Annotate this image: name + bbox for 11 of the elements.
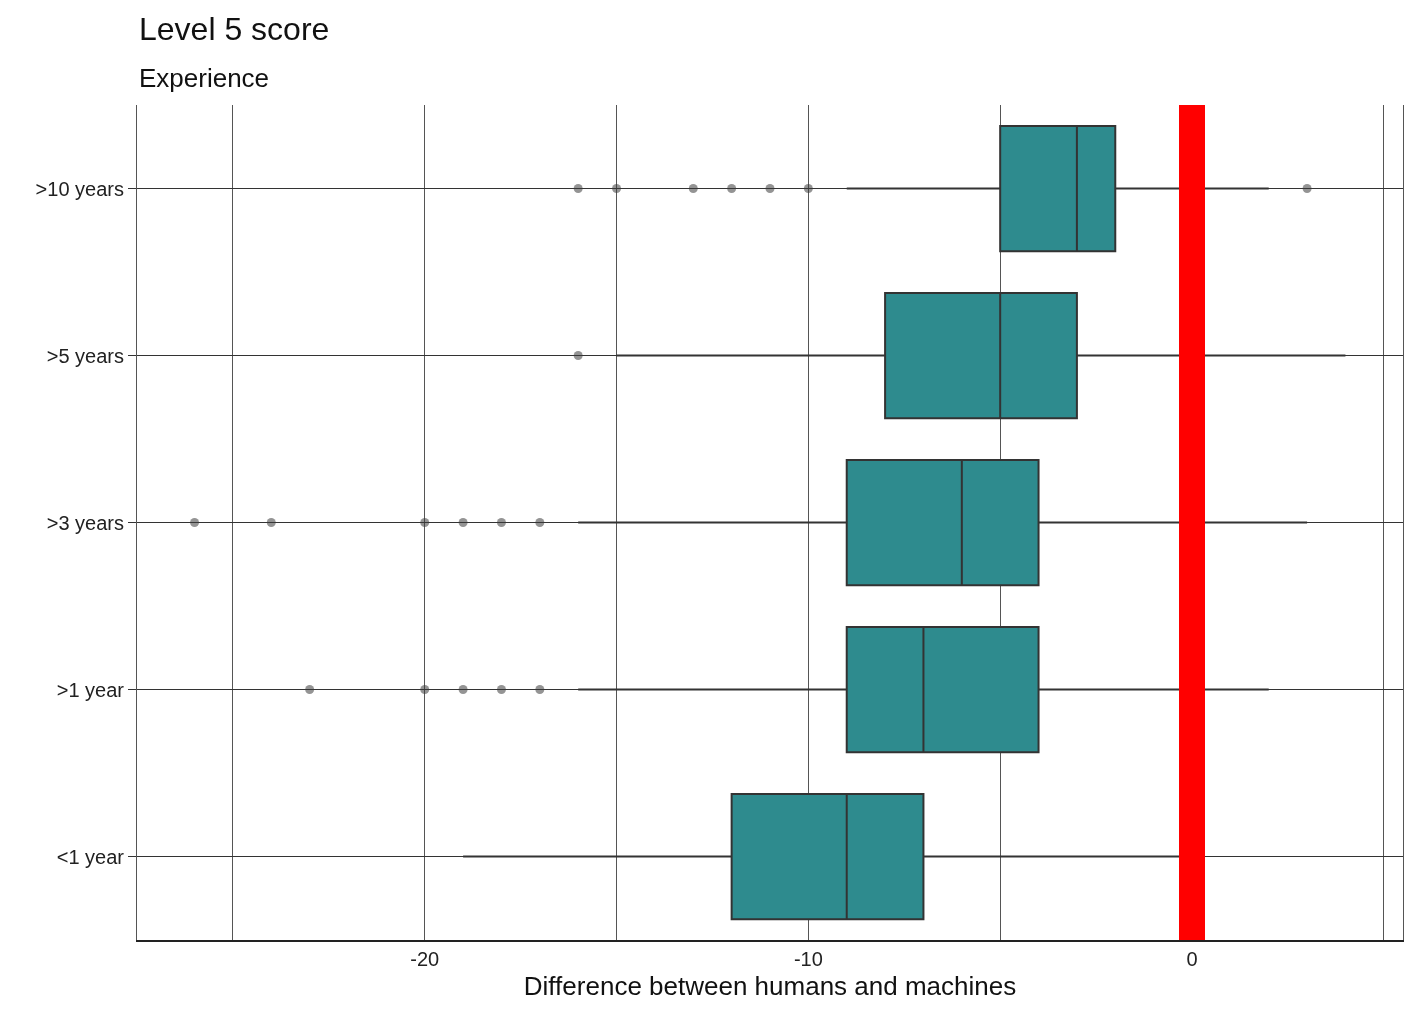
y-tick-label: <1 year [56,845,125,868]
x-axis-title: Difference between humans and machines [523,971,1017,1002]
x-tick-label: -20 [410,948,440,970]
y-tick-label: >3 years [46,511,124,534]
x-tick-label: -10 [793,948,823,970]
y-tick-label: >5 years [46,344,124,367]
x-tick-label: 0 [1186,948,1198,970]
chart-subtitle: Experience [139,63,270,93]
y-tick-label: >10 years [35,177,124,200]
y-tick-label: >1 year [56,678,125,701]
chart-title: Level 5 score [139,11,330,47]
